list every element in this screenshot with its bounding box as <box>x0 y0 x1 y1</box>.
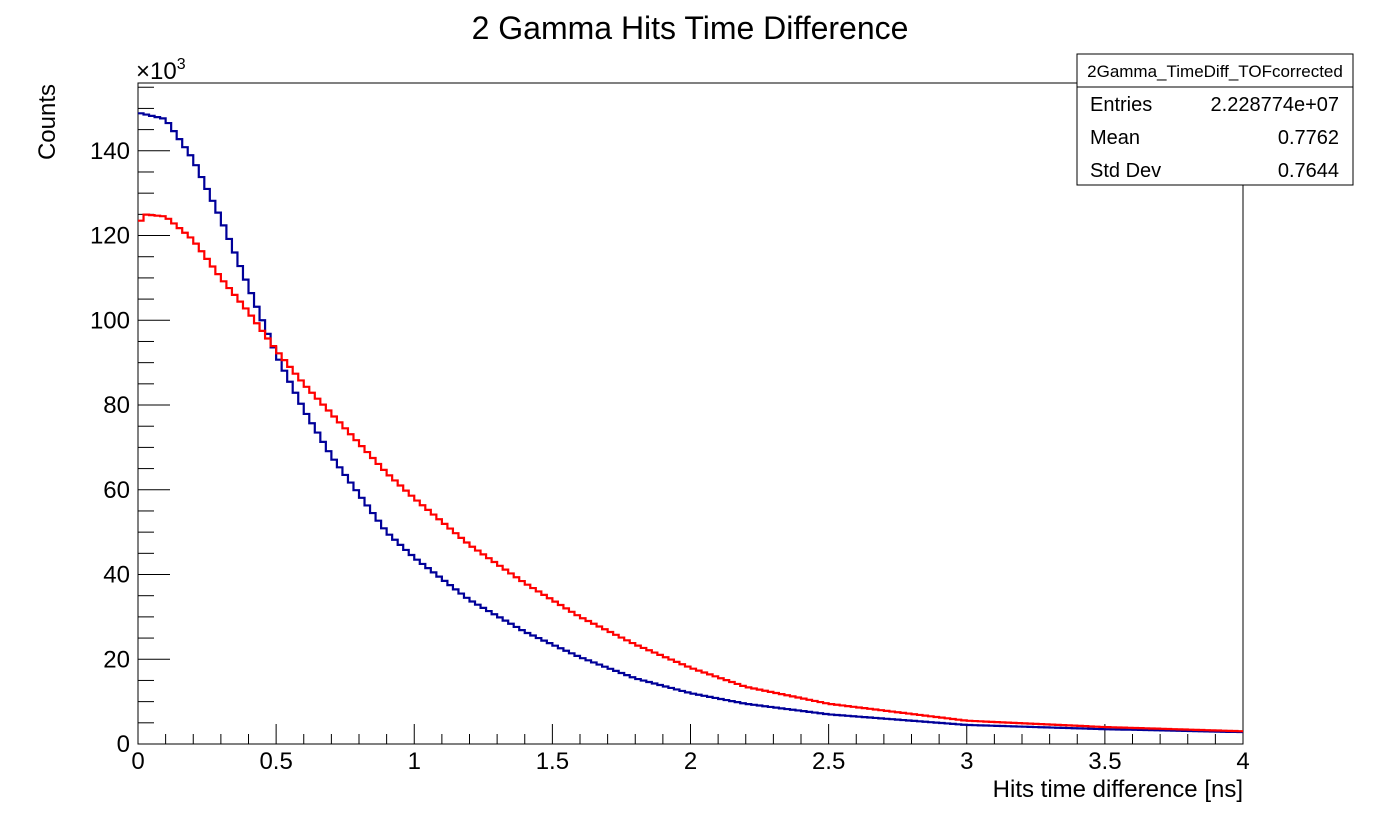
stats-mean-value: 0.7762 <box>1278 127 1339 149</box>
stats-entries-value: 2.228774e+07 <box>1211 94 1339 116</box>
y-tick-label: 100 <box>90 307 130 334</box>
x-tick-label: 0.5 <box>259 748 292 775</box>
x-tick-label: 1 <box>408 748 421 775</box>
y-tick-label: 20 <box>103 646 130 673</box>
x-tick-label: 1.5 <box>536 748 569 775</box>
y-axis-multiplier: ×103 <box>136 56 186 85</box>
x-tick-label: 2 <box>684 748 697 775</box>
x-tick-label: 3.5 <box>1088 748 1121 775</box>
stats-mean-label: Mean <box>1090 127 1140 149</box>
stats-entries-label: Entries <box>1090 94 1152 116</box>
stats-box-title: 2Gamma_TimeDiff_TOFcorrected <box>1087 62 1343 81</box>
histogram-series-2 <box>138 213 1243 733</box>
stats-stddev-label: Std Dev <box>1090 160 1161 182</box>
x-tick-label: 3 <box>960 748 973 775</box>
y-tick-label: 0 <box>117 731 130 758</box>
x-tick-label: 4 <box>1236 748 1249 775</box>
x-tick-label: 2.5 <box>812 748 845 775</box>
y-tick-label: 40 <box>103 562 130 589</box>
x-tick-label: 0 <box>131 748 144 775</box>
stats-box: 2Gamma_TimeDiff_TOFcorrected Entries 2.2… <box>1076 53 1354 186</box>
y-axis-tick-labels: 0 20 40 60 80 100 120 140 <box>90 138 130 758</box>
stats-box-frame <box>1076 53 1354 186</box>
y-tick-label: 60 <box>103 477 130 504</box>
x-axis-ticks <box>137 724 1244 744</box>
y-axis-label: Counts <box>34 84 61 160</box>
x-axis-label: Hits time difference [ns] <box>993 776 1243 803</box>
x-axis-tick-labels: 0 0.5 1 1.5 2 2.5 3 3.5 4 <box>131 748 1249 775</box>
chart-title: 2 Gamma Hits Time Difference <box>472 10 909 46</box>
y-axis-ticks <box>138 86 170 745</box>
histogram-series-1 <box>138 112 1243 734</box>
series-layer <box>138 112 1243 734</box>
y-tick-label: 120 <box>90 223 130 250</box>
stats-stddev-value: 0.7644 <box>1278 160 1339 182</box>
y-tick-label: 140 <box>90 138 130 165</box>
y-tick-label: 80 <box>103 392 130 419</box>
